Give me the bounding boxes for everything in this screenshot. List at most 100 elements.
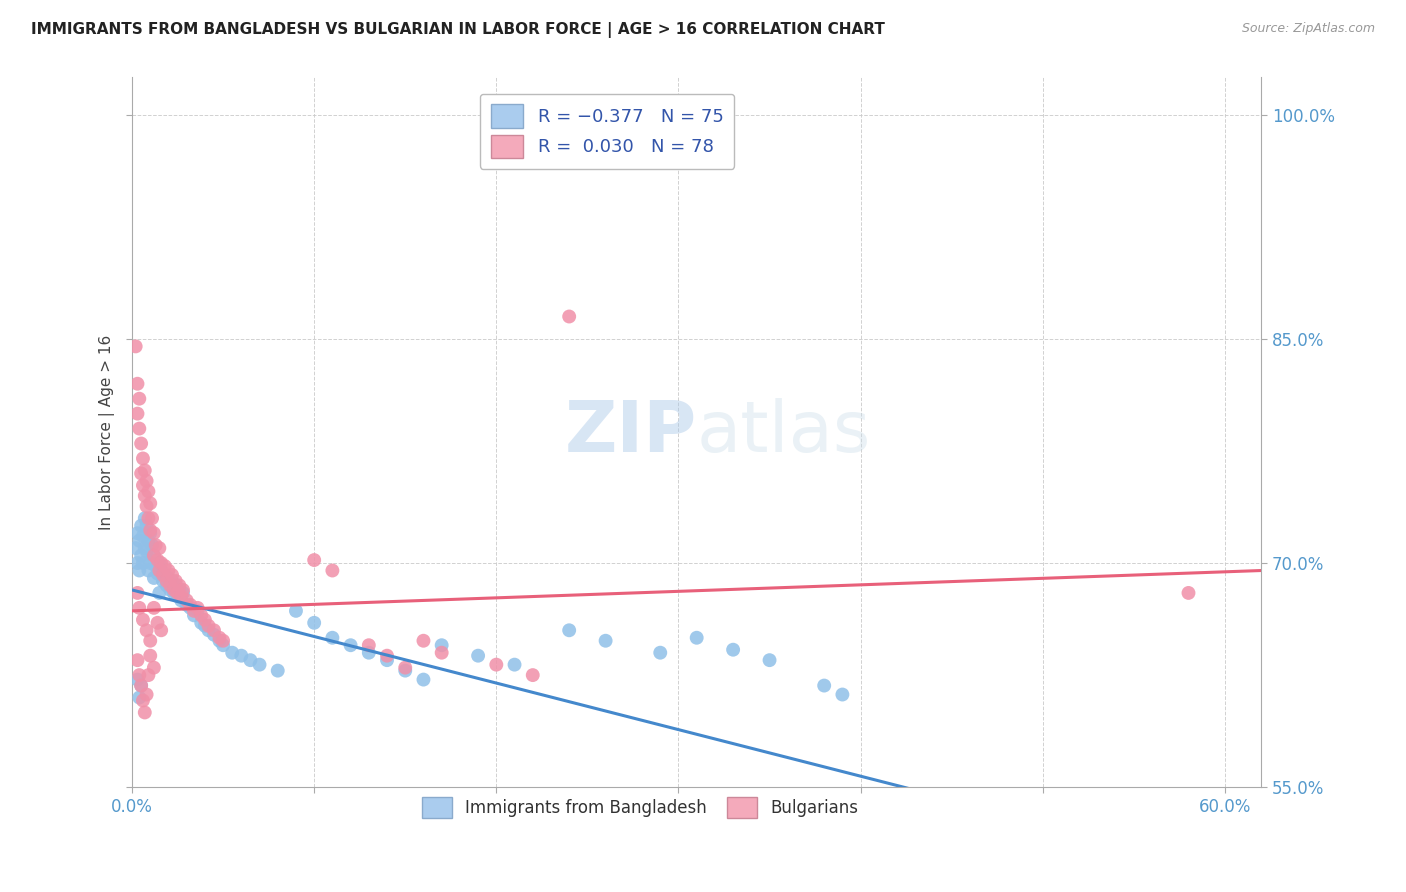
Point <box>231 648 253 663</box>
Point <box>187 604 209 618</box>
Point <box>142 660 165 674</box>
Point <box>187 600 209 615</box>
Point <box>183 608 205 623</box>
Point <box>849 885 872 892</box>
Point <box>239 653 262 667</box>
Point <box>153 559 176 574</box>
Point <box>165 574 187 588</box>
Point <box>142 600 165 615</box>
Point <box>357 646 380 660</box>
Point <box>813 679 835 693</box>
Point <box>153 568 176 582</box>
Point <box>267 664 290 678</box>
Point <box>128 600 150 615</box>
Point <box>132 613 155 627</box>
Point <box>129 518 152 533</box>
Point <box>138 511 160 525</box>
Point <box>146 615 169 630</box>
Point <box>157 571 180 585</box>
Point <box>156 578 179 592</box>
Point <box>129 679 152 693</box>
Point <box>302 615 325 630</box>
Point <box>650 646 672 660</box>
Point <box>127 673 149 687</box>
Point <box>145 538 167 552</box>
Point <box>160 568 183 582</box>
Point <box>142 549 165 563</box>
Point <box>127 526 149 541</box>
Point <box>172 582 194 597</box>
Point <box>134 463 156 477</box>
Point <box>357 638 380 652</box>
Point <box>141 538 163 552</box>
Point <box>139 556 162 570</box>
Point <box>132 556 155 570</box>
Point <box>135 500 157 514</box>
Point <box>132 693 155 707</box>
Point <box>179 600 201 615</box>
Point <box>170 593 193 607</box>
Point <box>128 533 150 548</box>
Point <box>139 496 162 510</box>
Point <box>135 518 157 533</box>
Point <box>138 533 160 548</box>
Point <box>169 578 191 592</box>
Point <box>208 631 231 645</box>
Point <box>412 673 434 687</box>
Point <box>139 526 162 541</box>
Point <box>221 646 243 660</box>
Point <box>172 586 194 600</box>
Point <box>321 631 343 645</box>
Point <box>146 553 169 567</box>
Point <box>152 568 174 582</box>
Point <box>595 633 617 648</box>
Point <box>503 657 526 672</box>
Point <box>375 648 398 663</box>
Text: Source: ZipAtlas.com: Source: ZipAtlas.com <box>1241 22 1375 36</box>
Point <box>208 633 231 648</box>
Point <box>157 564 180 578</box>
Point <box>163 582 186 597</box>
Point <box>169 582 191 597</box>
Point <box>166 589 188 603</box>
Point <box>176 593 198 607</box>
Point <box>202 624 225 638</box>
Point <box>146 566 169 581</box>
Point <box>142 526 165 541</box>
Point <box>165 578 187 592</box>
Point <box>139 523 162 537</box>
Point <box>134 511 156 525</box>
Point <box>485 657 508 672</box>
Point <box>430 646 453 660</box>
Text: ZIP: ZIP <box>564 398 697 467</box>
Point <box>375 653 398 667</box>
Point <box>522 668 544 682</box>
Point <box>159 582 181 597</box>
Point <box>152 574 174 588</box>
Text: IMMIGRANTS FROM BANGLADESH VS BULGARIAN IN LABOR FORCE | AGE > 16 CORRELATION CH: IMMIGRANTS FROM BANGLADESH VS BULGARIAN … <box>31 22 884 38</box>
Point <box>132 478 155 492</box>
Point <box>148 586 170 600</box>
Legend: Immigrants from Bangladesh, Bulgarians: Immigrants from Bangladesh, Bulgarians <box>415 790 865 825</box>
Point <box>132 451 155 466</box>
Point <box>128 690 150 705</box>
Point <box>135 474 157 488</box>
Point <box>1177 586 1199 600</box>
Point <box>142 549 165 563</box>
Point <box>129 549 152 563</box>
Point <box>160 574 183 588</box>
Point <box>135 688 157 702</box>
Point <box>139 648 162 663</box>
Point <box>156 574 179 588</box>
Point <box>194 619 217 633</box>
Point <box>197 624 219 638</box>
Point <box>148 556 170 570</box>
Point <box>134 706 156 720</box>
Point <box>831 688 853 702</box>
Y-axis label: In Labor Force | Age > 16: In Labor Force | Age > 16 <box>100 334 115 530</box>
Point <box>135 544 157 558</box>
Point <box>302 553 325 567</box>
Point <box>127 556 149 570</box>
Point <box>179 598 201 612</box>
Point <box>170 589 193 603</box>
